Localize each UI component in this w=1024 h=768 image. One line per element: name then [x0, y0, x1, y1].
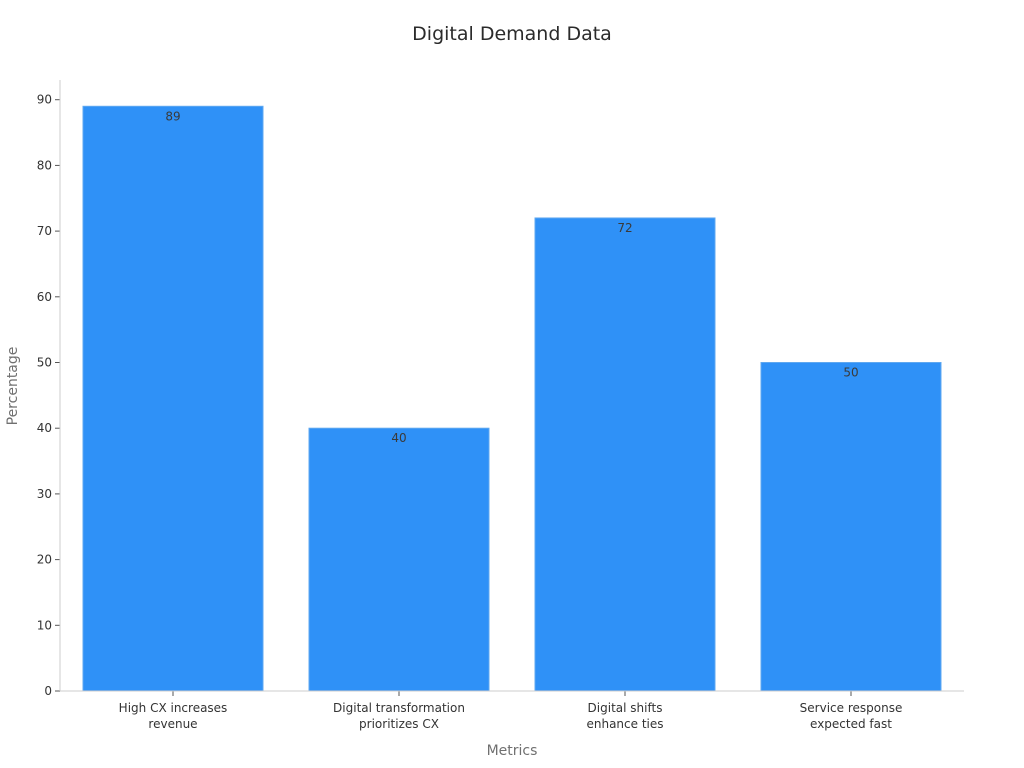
x-category-label: High CX increases revenue	[119, 701, 228, 731]
y-tick-label: 10	[37, 618, 52, 632]
x-category-label: Service response expected fast	[800, 701, 903, 731]
y-tick-label: 30	[37, 487, 52, 501]
bar-value-label: 89	[165, 109, 180, 123]
x-category-label: Digital shifts enhance ties	[586, 701, 663, 731]
bar	[760, 362, 942, 692]
bar-value-label: 50	[843, 366, 858, 380]
bar-value-label: 72	[617, 221, 632, 235]
chart-title: Digital Demand Data	[412, 23, 612, 45]
x-category-label: Digital transformation prioritizes CX	[333, 701, 465, 731]
y-tick-label: 60	[37, 290, 52, 304]
y-tick-label: 90	[37, 93, 52, 107]
y-tick-label: 70	[37, 224, 52, 238]
bar	[534, 217, 716, 692]
y-axis-ticks: 0 10 20 30 40 50 60 70 80 90	[37, 93, 60, 698]
data-labels-group: 89 40 72 50	[165, 109, 858, 445]
y-tick-label: 20	[37, 553, 52, 567]
y-tick-label: 40	[37, 421, 52, 435]
bar	[82, 105, 264, 692]
bars-group	[82, 105, 942, 692]
y-axis-title: Percentage	[5, 347, 21, 426]
bar	[308, 427, 490, 692]
y-tick-label: 0	[44, 684, 52, 698]
bar-value-label: 40	[391, 431, 406, 445]
y-tick-label: 80	[37, 158, 52, 172]
x-axis-title: Metrics	[487, 743, 538, 759]
x-axis-categories: High CX increases revenue Digital transfor…	[119, 691, 903, 731]
y-tick-label: 50	[37, 356, 52, 370]
